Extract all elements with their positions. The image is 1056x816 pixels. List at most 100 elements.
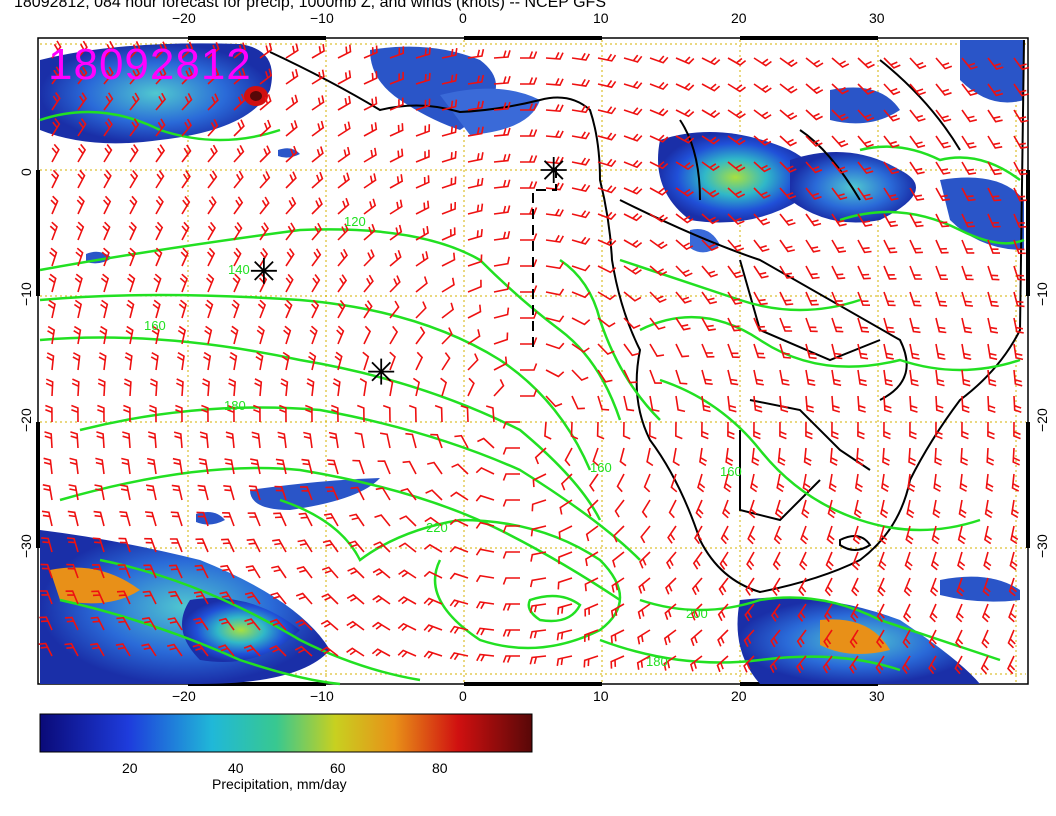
- wind-barb: [363, 325, 372, 345]
- wind-barb: [118, 537, 131, 553]
- wind-barb: [770, 629, 781, 648]
- wind-barb: [467, 279, 482, 293]
- wind-barb: [883, 239, 898, 254]
- wind-barb: [149, 404, 157, 423]
- wind-barb: [613, 525, 625, 543]
- wind-barb: [961, 265, 974, 281]
- wind-barb: [76, 221, 85, 241]
- wind-barb: [467, 304, 482, 319]
- wind-barb: [955, 629, 964, 649]
- wind-barb: [69, 457, 79, 475]
- wind-barb: [1013, 395, 1022, 413]
- wind-barb: [909, 57, 927, 70]
- wind-barb: [701, 83, 721, 92]
- wind-barb: [155, 221, 164, 241]
- wind-barb: [796, 629, 807, 648]
- wind-barb: [129, 118, 140, 137]
- wind-barb: [441, 352, 451, 371]
- wind-barb: [259, 42, 273, 59]
- wind-barb: [779, 213, 796, 226]
- wind-barb: [987, 57, 1004, 71]
- wind-barb: [348, 540, 365, 553]
- wind-barb: [103, 169, 112, 189]
- wind-barb: [196, 511, 209, 527]
- wind-barb: [649, 213, 668, 223]
- wind-barb: [961, 291, 973, 307]
- wind-barb: [155, 118, 166, 137]
- wind-barb: [502, 525, 520, 533]
- wind-barb: [520, 285, 538, 293]
- wind-barb: [398, 569, 417, 579]
- wind-barb: [725, 447, 734, 467]
- wind-barb: [224, 458, 235, 475]
- wind-barb: [247, 512, 261, 527]
- wind-barb: [857, 239, 872, 254]
- wind-barb: [449, 625, 469, 634]
- wind-barb: [557, 603, 573, 615]
- wind-barb: [571, 264, 591, 272]
- wind-barb: [259, 119, 272, 137]
- wind-barb: [379, 432, 391, 449]
- wind-barb: [675, 82, 695, 91]
- wind-barb: [103, 40, 115, 59]
- wind-barb: [64, 642, 79, 657]
- wind-barb: [449, 652, 469, 661]
- wind-barb: [259, 68, 273, 85]
- contour-label: 160: [590, 460, 612, 475]
- wind-barb: [857, 161, 874, 175]
- wind-barb: [857, 395, 866, 413]
- wind-barb: [935, 369, 945, 387]
- wind-barb: [529, 655, 547, 665]
- wind-barb: [332, 378, 341, 397]
- wind-barb: [666, 551, 677, 570]
- wind-barb: [1010, 499, 1019, 519]
- wind-barb: [558, 551, 573, 565]
- wind-barb: [66, 563, 79, 579]
- wind-barb: [560, 473, 573, 491]
- bottom-tick-label: 0: [459, 688, 467, 704]
- wind-barb: [146, 457, 157, 475]
- wind-barb: [883, 83, 901, 96]
- wind-barb: [545, 342, 565, 350]
- wind-barb: [121, 457, 131, 475]
- wind-barb: [799, 551, 808, 571]
- contour-label: 140: [228, 262, 250, 277]
- wind-barb: [801, 499, 810, 519]
- wind-barb: [493, 332, 509, 345]
- wind-barb: [831, 343, 843, 360]
- wind-barb: [545, 52, 564, 60]
- wind-barb: [701, 369, 713, 385]
- wind-barb: [467, 377, 475, 397]
- wind-barb: [909, 343, 920, 360]
- wind-barb: [753, 109, 772, 120]
- wind-barb: [571, 105, 591, 114]
- wind-barb: [440, 377, 448, 397]
- wind-barb: [142, 590, 157, 605]
- wind-barb: [961, 369, 971, 387]
- wind-barb: [571, 52, 590, 61]
- wind-barb: [259, 247, 269, 267]
- wind-barb: [175, 404, 183, 423]
- wind-barb: [227, 404, 235, 423]
- wind-barb: [176, 378, 184, 397]
- wind-barb: [980, 655, 989, 675]
- frame-tick-bars: [36, 36, 1030, 686]
- wind-barb: [167, 617, 183, 631]
- wind-barb: [831, 239, 847, 253]
- wind-barb: [779, 161, 797, 173]
- wind-barb: [727, 135, 746, 146]
- wind-barb: [502, 421, 520, 429]
- wind-barb: [169, 564, 183, 579]
- wind-barb: [981, 629, 990, 649]
- wind-barb: [935, 83, 952, 96]
- wind-barb: [987, 83, 1004, 97]
- wind-barb: [382, 404, 391, 423]
- wind-barb: [636, 655, 651, 670]
- wind-barb: [675, 239, 694, 251]
- wind-barb: [389, 250, 402, 267]
- wind-barb: [701, 343, 715, 358]
- wind-barb: [831, 317, 844, 333]
- wind-barb: [987, 135, 1003, 149]
- wind-barb: [675, 343, 690, 358]
- wind-barb: [45, 378, 54, 397]
